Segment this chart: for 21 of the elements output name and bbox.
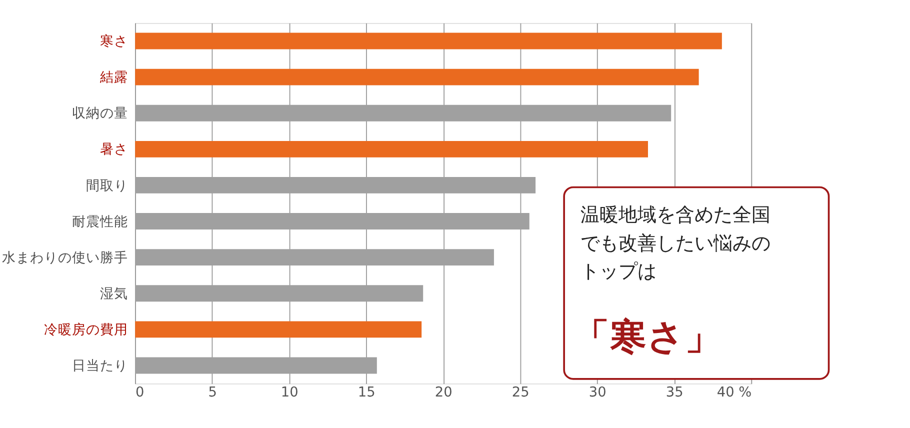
x-tick-label: 20: [434, 384, 452, 401]
y-tick-label: 寒さ: [100, 34, 128, 50]
y-tick-label: 湿気: [100, 286, 128, 302]
y-tick-label: 間取り: [86, 178, 128, 194]
annotation: 「寒さ」: [573, 314, 722, 358]
y-tick-label: 暑さ: [100, 142, 128, 158]
x-tick-label: 5: [208, 384, 217, 401]
x-tick-label: 25: [512, 384, 530, 401]
y-tick-label: 収納の量: [72, 106, 128, 122]
x-tick-label: 10: [280, 384, 298, 401]
y-tick-label: 冷暖房の費用: [44, 322, 128, 338]
x-tick-label: 35: [666, 384, 684, 401]
y-tick-label: 日当たり: [72, 358, 128, 374]
annotation: 温暖地域を含めた全国でも改善したい悩みのトップは: [580, 203, 770, 283]
y-tick-label: 水まわりの使い勝手: [2, 250, 128, 266]
x-tick-label: 0: [136, 384, 144, 401]
x-tick-label: 15: [358, 384, 376, 401]
x-tick-label: 30: [588, 384, 606, 401]
y-tick-label: 結露: [99, 70, 128, 86]
y-tick-label: 耐震性能: [72, 214, 128, 230]
x-tick-label: 40 %: [716, 384, 752, 401]
